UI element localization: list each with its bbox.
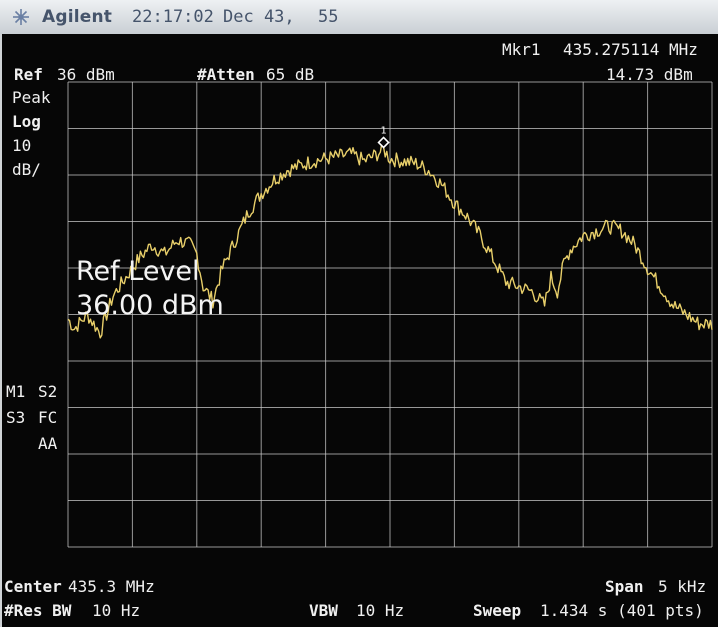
marker-amplitude: 14.73 dBm [606,65,693,84]
vbw-label: VBW [309,601,338,620]
ref-level-value: 36.00 dBm [76,290,224,321]
side-label-fc: FC [38,408,58,427]
scale-type: Log [12,112,41,131]
ref-level-title: Ref Level [76,256,200,287]
marker-label: Mkr1 [502,40,541,59]
clock-date: Dec 43, [223,7,295,27]
span-value: 5 kHz [658,577,707,596]
marker-diamond [377,136,390,149]
center-label: Center [4,577,62,596]
scale-value: 10 [12,136,32,155]
scale-unit: dB/ [12,160,41,179]
rbw-value: 10 Hz [92,601,141,620]
ref-label: Ref [14,65,43,84]
sweep-value: 1.434 s (401 pts) [540,601,704,620]
span-label: Span [605,577,644,596]
marker-number: 1 [381,125,387,136]
agilent-spark-icon [13,9,29,25]
atten-label: #Atten [197,65,255,84]
vbw-value: 10 Hz [356,601,405,620]
ref-value: 36 dBm [57,65,115,84]
clock-extra: 55 [318,7,339,27]
center-value: 435.3 MHz [68,577,155,596]
title-bar: Agilent 22:17:02 Dec 43, 55 [0,0,718,34]
spectrum-trace [67,142,713,339]
side-label-s3: S3 [6,408,26,427]
atten-value: 65 dB [266,65,315,84]
clock-time: 22:17:02 [132,7,214,27]
spectrum-plot: 1 [67,81,713,548]
side-label-m1: M1 [6,382,26,401]
analyzer-screen: Mkr1 435.275114 MHz 14.73 dBm Ref 36 dBm… [2,34,718,627]
marker-frequency: 435.275114 MHz [563,40,698,59]
detector-mode: Peak [12,88,51,107]
brand-name: Agilent [42,7,113,27]
side-label-s2: S2 [38,382,58,401]
side-label-aa: AA [38,434,58,453]
sweep-label: Sweep [473,601,522,620]
rbw-label: #Res BW [4,601,72,620]
